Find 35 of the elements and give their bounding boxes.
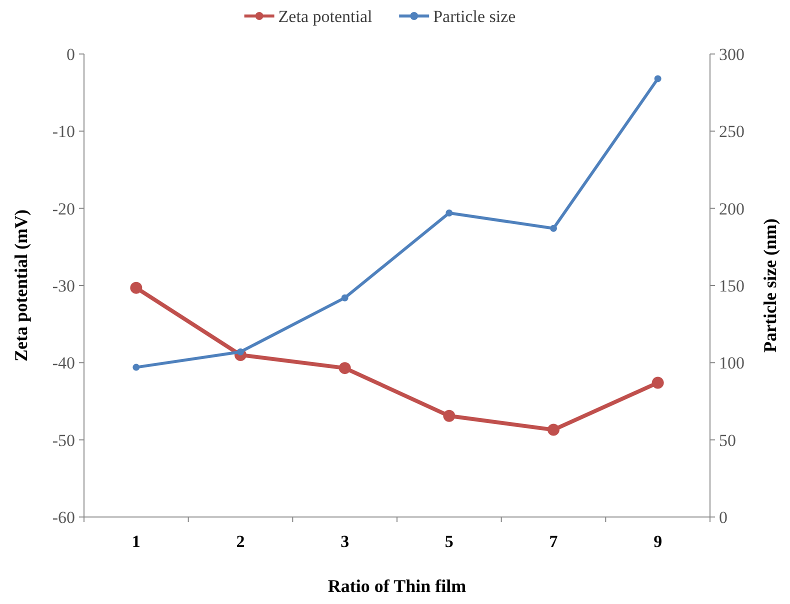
y2-tick-label: 50 (719, 430, 736, 450)
y-tick-label: -20 (52, 199, 75, 218)
x-tick-label: 7 (549, 532, 558, 551)
x-tick-label: 1 (132, 532, 140, 551)
y-tick-label: 0 (66, 44, 75, 64)
point (652, 376, 664, 389)
point (550, 224, 557, 232)
y-tick-label: -30 (52, 276, 75, 296)
x-tick-label: 3 (340, 532, 350, 551)
point (443, 410, 456, 422)
x-axis-title: Ratio of Thin film (328, 576, 466, 596)
y2-tick-label: 100 (719, 354, 744, 373)
y2-tick-label: 200 (719, 199, 744, 218)
point (654, 75, 662, 82)
y-axis-title: Zeta potential (mV) (11, 210, 31, 362)
y2-tick-label: 300 (719, 44, 744, 64)
point (132, 364, 140, 371)
point (338, 362, 351, 374)
legend-label: Zeta potential (278, 6, 373, 26)
y-tick-label: -40 (52, 354, 75, 373)
x-tick-label: 9 (654, 532, 662, 551)
point (548, 424, 560, 436)
point (130, 282, 142, 294)
y2-tick-label: 250 (719, 122, 744, 142)
legend-label: Particle size (433, 6, 516, 26)
y-tick-label: -10 (52, 122, 75, 142)
y-tick-label: -50 (52, 430, 75, 450)
x-tick-label: 5 (444, 532, 454, 551)
x-tick-label: 2 (236, 532, 245, 551)
y2-tick-label: 0 (719, 508, 728, 527)
point (341, 294, 348, 302)
y2-axis-title: Particle size (nm) (760, 218, 780, 352)
y-tick-label: -60 (52, 508, 75, 527)
point (446, 209, 453, 216)
y2-tick-label: 150 (719, 276, 744, 296)
